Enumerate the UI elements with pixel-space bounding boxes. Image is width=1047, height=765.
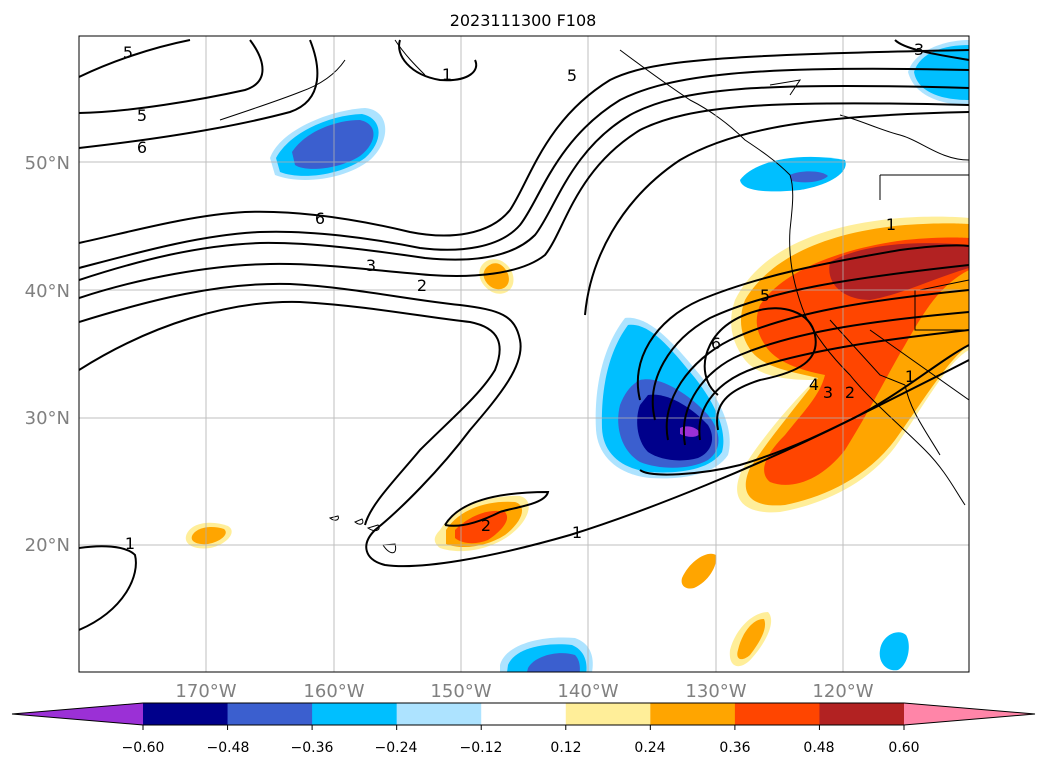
colorbar-tick-label: −0.48 [207, 740, 250, 756]
colorbar-swatch [312, 703, 398, 725]
coastlines [219, 39, 969, 554]
colorbar-swatch [143, 703, 229, 725]
lon-label: 170°W [175, 681, 236, 702]
colorbar-extend-low [12, 703, 143, 725]
colorbar-swatch [227, 703, 313, 725]
contour-label: 3 [914, 40, 924, 59]
colorbar-tick-label: 0.60 [888, 740, 919, 756]
colorbar-extend-high [904, 703, 1035, 725]
contour-label: 3 [366, 256, 376, 275]
colorbar-swatch [734, 703, 820, 725]
colorbar-swatch [565, 703, 651, 725]
lat-label: 30°N [25, 408, 70, 429]
colorbar-tick-label: 0.36 [719, 740, 750, 756]
lon-label: 150°W [430, 681, 491, 702]
colorbar-swatch [481, 703, 567, 725]
colorbar-tick-label: −0.60 [122, 740, 165, 756]
colorbar-swatch [650, 703, 736, 725]
colorbar-tick-label: 0.24 [634, 740, 665, 756]
contour-label: 5 [760, 286, 770, 305]
colorbar-tick-label: −0.12 [460, 740, 503, 756]
longitude-labels: 170°W 160°W 150°W 140°W 130°W 120°W [175, 681, 873, 702]
lon-label: 140°W [557, 681, 618, 702]
contour-label: 1 [905, 367, 915, 386]
colorbar [11, 702, 1036, 730]
map-title: 2023111300 F108 [450, 11, 597, 30]
lat-label: 50°N [25, 153, 70, 174]
colorbar-tick-label: 0.48 [803, 740, 834, 756]
contour-label: 6 [711, 334, 721, 353]
contour-label: 6 [315, 209, 325, 228]
contour-label: 1 [442, 65, 452, 84]
latitude-labels: 50°N 40°N 30°N 20°N [25, 153, 70, 556]
contour-labels: 5 5 6 6 3 2 1 5 3 1 6 5 4 3 2 1 2 1 1 [123, 40, 924, 553]
gridlines [79, 36, 969, 672]
lon-label: 120°W [812, 681, 873, 702]
colorbar-swatch [819, 703, 905, 725]
contour-label: 2 [417, 276, 427, 295]
contour-label: 2 [845, 383, 855, 402]
colorbar-tick-label: −0.24 [375, 740, 418, 756]
contour-label: 2 [481, 516, 491, 535]
lat-label: 20°N [25, 535, 70, 556]
shaded-fields [185, 40, 969, 672]
contour-label: 1 [125, 534, 135, 553]
contour-label: 4 [809, 375, 819, 394]
colorbar-tick-label: 0.12 [550, 740, 581, 756]
map-frame [78, 35, 970, 673]
contour-label: 5 [137, 106, 147, 125]
contour-label: 6 [137, 138, 147, 157]
colorbar-swatch [396, 703, 482, 725]
contours [79, 39, 969, 631]
contour-label: 5 [567, 66, 577, 85]
colorbar-tick-label: −0.36 [291, 740, 334, 756]
lon-label: 130°W [685, 681, 746, 702]
contour-label: 5 [123, 43, 133, 62]
contour-label: 1 [886, 215, 896, 234]
colorbar-ticks: −0.60 −0.48 −0.36 −0.24 −0.12 0.12 0.24 … [122, 740, 920, 756]
lon-label: 160°W [303, 681, 364, 702]
lat-label: 40°N [25, 281, 70, 302]
contour-label: 3 [823, 383, 833, 402]
contour-label: 1 [572, 523, 582, 542]
